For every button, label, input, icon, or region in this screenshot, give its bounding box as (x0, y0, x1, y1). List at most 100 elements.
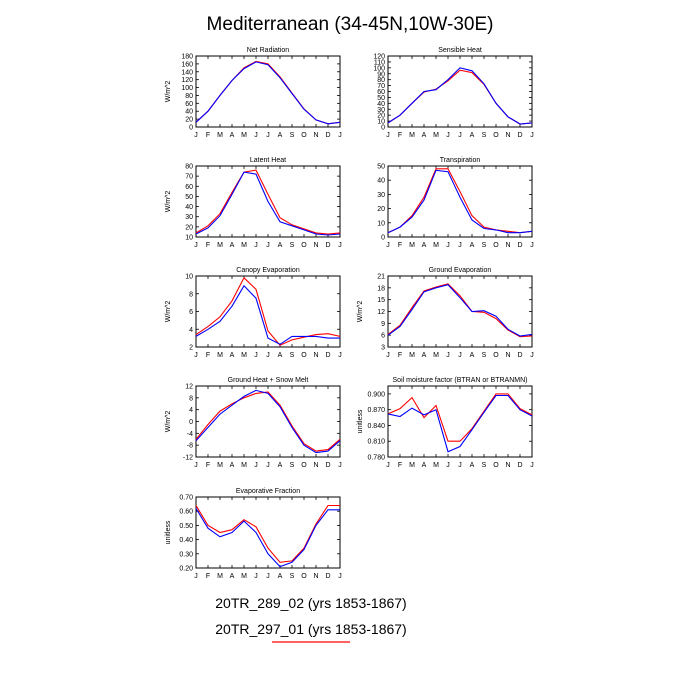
x-tick-label: S (482, 242, 487, 249)
y-tick-label: 70 (377, 83, 385, 90)
legend-label-series-a: 20TR_289_02 (yrs 1853-1867) (215, 595, 406, 611)
x-tick-label: M (433, 242, 439, 249)
y-tick-label: 12 (377, 309, 385, 316)
x-tick-label: J (194, 242, 198, 249)
x-tick-label: M (433, 352, 439, 359)
y-tick-label: 18 (377, 285, 385, 292)
x-tick-label: M (409, 352, 415, 359)
y-tick-label: 20 (377, 206, 385, 213)
series-line-b (387, 168, 533, 234)
x-tick-label: O (301, 352, 307, 359)
x-tick-label: N (313, 132, 318, 139)
y-tick-label: 80 (377, 77, 385, 84)
x-tick-label: O (301, 132, 307, 139)
y-tick-label: 4 (189, 327, 193, 334)
panel-9: Evaporative Fraction unitless 0.20 0.30 0.40… (165, 488, 342, 580)
x-tick-label: N (313, 462, 318, 469)
y-axis-label: W/m^2 (357, 301, 364, 323)
x-tick-label: M (217, 352, 223, 359)
y-axis-label: unitless (357, 409, 364, 433)
x-tick-label: J (254, 352, 258, 359)
y-tick-label: 10 (185, 274, 193, 281)
series-line-a (195, 389, 341, 454)
y-tick-label: 3 (381, 345, 385, 352)
plot-frame (195, 496, 341, 569)
panel-title: Soil moisture factor (BTRAN or BTRANMN) (393, 377, 528, 384)
x-tick-label: O (301, 242, 307, 249)
y-tick-label: 9 (381, 321, 385, 328)
x-tick-label: J (446, 462, 450, 469)
x-tick-label: J (338, 132, 342, 139)
x-tick-label: M (241, 573, 247, 580)
x-tick-label: F (398, 242, 402, 249)
y-tick-label: 40 (185, 109, 193, 116)
x-tick-label: F (398, 462, 402, 469)
x-tick-label: F (206, 242, 210, 249)
series-line-a (387, 169, 533, 234)
x-tick-label: O (493, 242, 499, 249)
panel-1: Net Radiation W/m^2 0204060801001201401601… (165, 47, 342, 139)
y-tick-label: 0 (189, 125, 193, 132)
x-tick-label: O (301, 462, 307, 469)
x-tick-label: J (386, 242, 390, 249)
x-tick-label: M (409, 132, 415, 139)
x-tick-label: O (493, 132, 499, 139)
y-tick-label: 0.900 (367, 391, 385, 398)
y-tick-label: 160 (181, 61, 193, 68)
x-tick-label: A (230, 462, 235, 469)
x-tick-label: J (530, 242, 534, 249)
panel-8: Soil moisture factor (BTRAN or BTRANMN) u… (357, 377, 534, 469)
x-tick-label: A (470, 352, 475, 359)
figure-title: Mediterranean (34-45N,10W-30E) (207, 14, 494, 35)
y-tick-label: 60 (185, 184, 193, 191)
x-tick-label: A (422, 242, 427, 249)
y-tick-label: 30 (377, 192, 385, 199)
panel-7: Ground Heat + Snow Melt W/m^2 -12 -8 -4 0 4 8 12… (165, 377, 342, 469)
x-tick-label: D (325, 573, 330, 580)
x-tick-label: A (422, 462, 427, 469)
x-tick-label: A (278, 352, 283, 359)
series-line-a (387, 67, 533, 125)
x-tick-label: D (325, 352, 330, 359)
x-tick-label: J (458, 352, 462, 359)
panel-title: Evaporative Fraction (236, 488, 300, 495)
x-tick-label: N (505, 242, 510, 249)
x-tick-label: M (217, 242, 223, 249)
y-tick-label: -12 (183, 455, 193, 462)
panel-title: Canopy Evaporation (236, 267, 300, 274)
y-tick-label: 20 (377, 113, 385, 120)
x-tick-label: O (301, 573, 307, 580)
x-tick-label: J (338, 352, 342, 359)
y-tick-label: 10 (377, 119, 385, 126)
x-tick-label: J (194, 462, 198, 469)
x-tick-label: J (446, 242, 450, 249)
x-tick-label: S (290, 242, 295, 249)
x-tick-label: N (505, 132, 510, 139)
legend-label-series-b: 20TR_297_01 (yrs 1853-1867) (215, 621, 406, 637)
plot-frame (195, 55, 341, 128)
series-line-b (195, 391, 341, 452)
y-tick-label: 180 (181, 54, 193, 61)
y-tick-label: 10 (185, 235, 193, 242)
x-tick-label: S (482, 462, 487, 469)
series-line-a (195, 508, 340, 568)
x-tick-label: J (266, 462, 270, 469)
y-tick-label: 15 (377, 297, 385, 304)
x-tick-label: J (254, 573, 258, 580)
series-line-b (387, 69, 533, 125)
x-tick-label: J (338, 573, 342, 580)
x-tick-label: M (241, 242, 247, 249)
x-tick-label: S (290, 462, 295, 469)
x-tick-label: J (530, 462, 534, 469)
plot-frame (387, 55, 533, 128)
x-tick-label: M (241, 352, 247, 359)
y-tick-label: 40 (377, 101, 385, 108)
y-axis-label: W/m^2 (165, 81, 172, 103)
y-tick-label: 120 (181, 77, 193, 84)
x-tick-label: A (278, 242, 283, 249)
x-tick-label: J (338, 242, 342, 249)
x-tick-label: A (278, 132, 283, 139)
